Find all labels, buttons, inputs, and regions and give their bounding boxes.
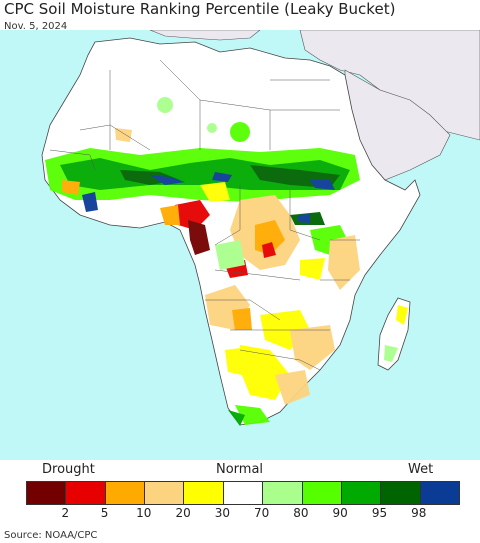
legend-swatch-2	[105, 482, 146, 504]
legend-drought-label: Drought	[42, 462, 95, 477]
legend-ticks: 2 5 10 20 30 70 80 90 95 98	[26, 506, 458, 520]
legend-tick-label: 98	[411, 506, 427, 520]
legend-swatch-9	[381, 482, 421, 504]
legend-swatch-8	[341, 482, 382, 504]
legend-tick-label: 5	[100, 506, 109, 520]
legend-labels: Drought Normal Wet	[0, 462, 480, 480]
legend-swatch-3	[145, 482, 185, 504]
legend-tick-label: 80	[293, 506, 309, 520]
legend-tick-label: 70	[253, 506, 270, 520]
legend-swatch-10	[420, 482, 459, 504]
legend-swatch-5	[223, 482, 264, 504]
soil-moisture-map	[0, 30, 480, 460]
legend-color-bar	[26, 481, 460, 505]
moisture-patches	[45, 97, 408, 426]
legend-swatch-6	[263, 482, 303, 504]
legend-swatch-4	[184, 482, 224, 504]
legend-swatch-0	[27, 482, 67, 504]
legend-normal-label: Normal	[216, 462, 264, 477]
map-date: Nov. 5, 2024	[4, 21, 68, 32]
legend-swatch-1	[66, 482, 106, 504]
legend-tick-label: 2	[61, 506, 70, 520]
legend-tick-label: 95	[371, 506, 388, 520]
source-text: Source: NOAA/CPC	[4, 530, 98, 541]
legend-tick-label: 10	[136, 506, 152, 520]
legend-wet-label: Wet	[408, 462, 434, 477]
legend-tick-label: 20	[175, 506, 191, 520]
legend-tick-label: 90	[332, 506, 348, 520]
legend-tick-label: 30	[214, 506, 230, 520]
map-title: CPC Soil Moisture Ranking Percentile (Le…	[4, 0, 396, 18]
country-borders	[49, 59, 360, 371]
legend-swatch-7	[302, 482, 342, 504]
